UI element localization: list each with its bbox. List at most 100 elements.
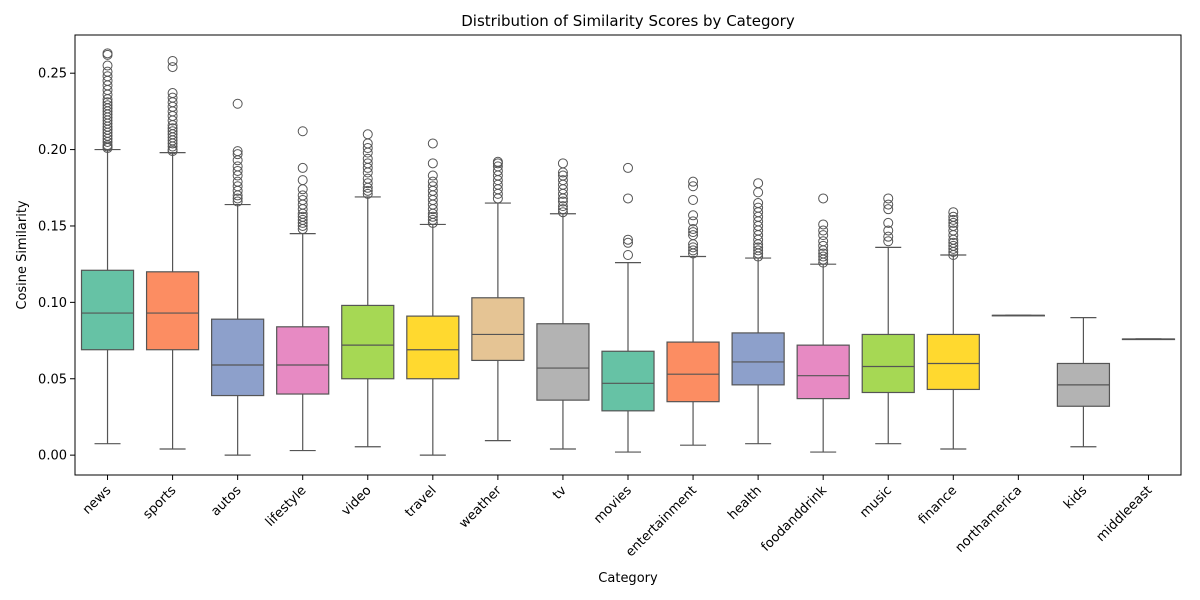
plot-marks — [80, 48, 1176, 456]
y-tick-label: 0.15 — [38, 219, 67, 234]
outlier-point — [102, 60, 113, 71]
outlier-point — [818, 240, 829, 251]
outlier-point — [297, 211, 308, 222]
outlier-point — [362, 188, 373, 199]
box-entertainment — [666, 176, 720, 446]
box-foodanddrink — [796, 193, 850, 453]
x-tick-label: music — [857, 483, 895, 521]
outlier-point — [232, 149, 243, 160]
iqr-box — [601, 350, 655, 412]
outlier-point — [883, 236, 894, 247]
outlier-point — [883, 231, 894, 242]
outlier-point — [102, 97, 113, 108]
outlier-point — [818, 225, 829, 236]
outlier-point — [948, 214, 959, 225]
outlier-point — [232, 165, 243, 176]
outlier-point — [232, 98, 243, 109]
outlier-point — [362, 158, 373, 169]
outlier-point — [297, 126, 308, 137]
box-video — [341, 129, 395, 448]
outlier-point — [102, 100, 113, 111]
outlier-point — [623, 237, 633, 248]
outlier-point — [427, 214, 438, 225]
outlier-point — [623, 193, 633, 204]
box-music — [861, 193, 915, 445]
outlier-point — [883, 199, 894, 210]
box-travel — [406, 138, 460, 456]
outlier-point — [688, 195, 699, 205]
outlier-point — [427, 138, 438, 149]
box-middleeast — [1121, 338, 1176, 341]
iqr-box — [276, 326, 330, 395]
y-tick-label: 0.00 — [38, 449, 67, 464]
outlier-point — [167, 92, 178, 103]
outlier-point — [688, 210, 699, 221]
y-tick-label: 0.05 — [38, 372, 67, 387]
outlier-point — [232, 176, 243, 187]
outlier-point — [818, 251, 829, 262]
outlier-point — [557, 204, 568, 215]
outlier-point — [297, 175, 308, 186]
box-lifestyle — [276, 126, 330, 452]
outlier-point — [427, 181, 438, 192]
outlier-point — [557, 170, 568, 181]
outlier-point — [232, 181, 243, 192]
box-autos — [211, 98, 265, 456]
outlier-point — [557, 158, 568, 169]
outlier-point — [362, 153, 373, 164]
outlier-point — [492, 156, 503, 167]
outlier-point — [297, 162, 308, 173]
outlier-point — [362, 143, 373, 154]
outlier-point — [688, 216, 699, 227]
outlier-point — [818, 230, 829, 241]
box-news — [80, 48, 135, 445]
outlier-point — [167, 126, 178, 137]
iqr-box — [145, 271, 200, 351]
outlier-point — [102, 48, 113, 59]
outlier-point — [753, 242, 764, 253]
outlier-point — [818, 193, 829, 204]
outlier-point — [232, 193, 243, 204]
outlier-point — [623, 250, 633, 260]
outlier-point — [688, 242, 699, 253]
iqr-box — [666, 341, 720, 403]
y-axis-title: Cosine Similarity — [15, 200, 30, 310]
outlier-point — [948, 211, 959, 222]
x-tick-label: tv — [550, 483, 570, 503]
outlier-point — [818, 236, 829, 247]
outlier-point — [297, 214, 308, 225]
outlier-point — [623, 234, 633, 245]
y-tick-label: 0.25 — [38, 67, 67, 82]
outlier-point — [623, 162, 633, 173]
outlier-point — [492, 161, 503, 172]
y-tick-label: 0.10 — [38, 296, 67, 311]
outlier-point — [427, 176, 438, 187]
box-movies — [601, 162, 655, 453]
x-tick-label: sports — [140, 483, 179, 522]
outlier-point — [948, 237, 959, 248]
box-tv — [536, 158, 590, 450]
x-tick-label: foodanddrink — [758, 483, 830, 555]
outlier-point — [427, 158, 438, 169]
x-tick-label: weather — [456, 483, 505, 532]
x-axis-title: Category — [598, 571, 658, 586]
x-tick-label: northamerica — [953, 483, 1026, 556]
outlier-point — [557, 207, 568, 218]
outlier-point — [753, 187, 764, 198]
outlier-point — [688, 181, 699, 192]
x-tick-label: middleeast — [1094, 483, 1156, 545]
outlier-point — [297, 195, 308, 205]
outlier-point — [297, 190, 308, 201]
box-weather — [471, 156, 525, 442]
iqr-box — [341, 304, 395, 380]
outlier-point — [818, 248, 829, 259]
outlier-point — [688, 227, 699, 238]
outlier-point — [557, 196, 568, 207]
outlier-point — [948, 225, 959, 236]
chart-title: Distribution of Similarity Scores by Cat… — [461, 12, 795, 30]
outlier-point — [883, 204, 894, 215]
x-axis: news sports autos lifestyle video travel weath… — [80, 475, 1155, 560]
box-sports — [145, 55, 200, 450]
outlier-point — [362, 178, 373, 189]
outlier-point — [688, 224, 699, 235]
